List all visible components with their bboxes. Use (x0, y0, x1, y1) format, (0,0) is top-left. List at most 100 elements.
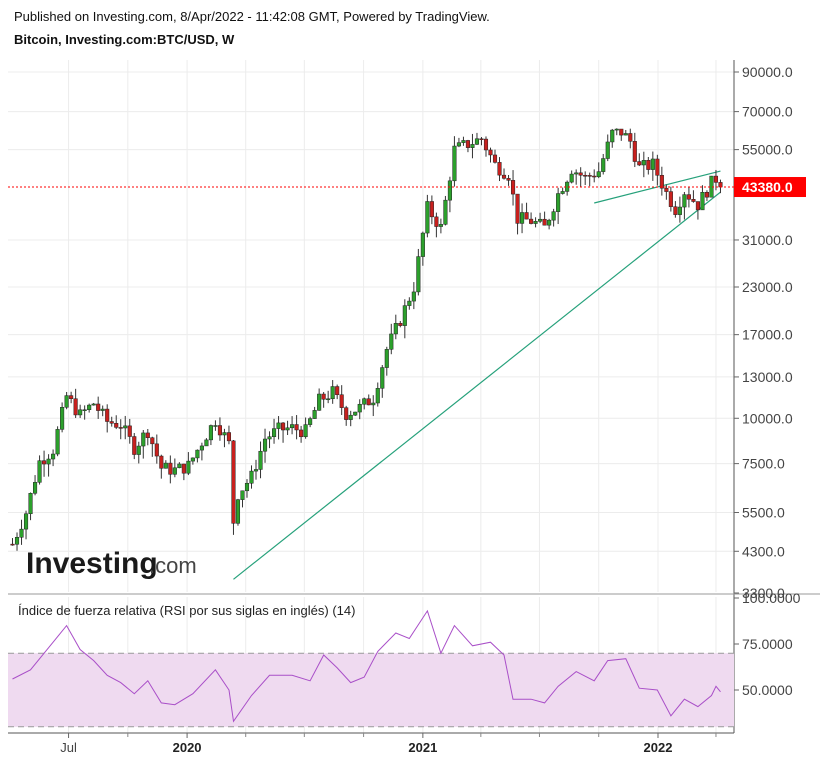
candle-up (19, 528, 24, 538)
candle-up (290, 424, 295, 429)
candle-up (271, 428, 277, 437)
candle-down (501, 174, 507, 179)
candle-up (438, 224, 443, 227)
grid (8, 60, 734, 733)
candle-down (114, 422, 119, 428)
candle-up (23, 513, 29, 530)
candle-up (614, 128, 619, 131)
price-axis: 90000.0 70000.0 55000.0 31000.0 23000.0 17000… (734, 64, 793, 601)
candle-up (37, 460, 42, 483)
candle-down (619, 128, 624, 136)
last-price-tag (734, 177, 806, 198)
candle-up (326, 398, 331, 401)
candle-up (425, 201, 430, 234)
candle-up (100, 408, 105, 411)
candle-down (483, 138, 489, 151)
candle-up (253, 469, 259, 472)
date-tick-label: 2022 (644, 740, 673, 755)
last-price-line: 43380.0 (8, 177, 806, 198)
candle-up (123, 425, 128, 429)
candle-down (335, 386, 340, 395)
candle-up (199, 445, 204, 451)
candle-down (118, 427, 123, 429)
candle-down (299, 429, 304, 438)
candle-up (569, 173, 574, 183)
candle-up (141, 432, 146, 447)
candle-up (258, 450, 263, 470)
candle-up (82, 409, 87, 411)
candle-down (686, 194, 691, 200)
candle-up (650, 158, 655, 170)
candle-up (353, 411, 358, 416)
candle-up (55, 429, 60, 455)
candle-up (51, 453, 56, 460)
price-tick-label: 3300.0 (742, 585, 785, 601)
candle-down (524, 212, 529, 220)
candle-down (217, 425, 222, 436)
candle-down (704, 192, 709, 198)
price-tick-label: 7500.0 (742, 456, 785, 472)
candle-down (132, 436, 137, 455)
candle-up (380, 367, 385, 389)
candle-down (515, 193, 520, 224)
candle-up (190, 457, 195, 462)
candle-up (641, 160, 646, 166)
candle-up (682, 194, 687, 208)
candle-down (226, 432, 232, 442)
candle-up (317, 393, 322, 411)
candle-up (547, 219, 552, 226)
candle-up (276, 422, 281, 429)
candle-up (163, 462, 168, 469)
candle-up (267, 436, 272, 440)
candle-down (664, 187, 669, 192)
rsi-axis: 100.0000 75.0000 50.0000 (734, 590, 801, 698)
candle-up (677, 206, 682, 215)
candle-down (542, 218, 547, 226)
rsi-line (12, 609, 721, 723)
candle-up (411, 291, 416, 302)
candle-up (474, 138, 480, 145)
candle-up (46, 458, 51, 465)
candle-up (389, 333, 394, 350)
candle-down (659, 175, 664, 189)
candle-up (177, 463, 182, 469)
price-tick-label: 13000.0 (742, 369, 793, 385)
rsi-title: Índice de fuerza relativa (RSI por sus s… (18, 603, 355, 618)
candle-down (718, 182, 723, 188)
candle-up (533, 221, 538, 224)
candle-down (344, 407, 349, 420)
price-tick-label: 70000.0 (742, 104, 793, 120)
candle-up (605, 141, 610, 159)
price-tick-label: 55000.0 (742, 142, 793, 158)
candle-up (560, 191, 565, 194)
candle-up (87, 404, 92, 410)
candle-up (393, 323, 398, 335)
candle-down (587, 175, 592, 177)
candle-down (646, 160, 651, 170)
candle-down (105, 408, 110, 422)
price-tick-label: 90000.0 (742, 64, 793, 80)
candle-down (713, 175, 719, 183)
price-tick-label: 5500.0 (742, 504, 785, 520)
candle-up (78, 409, 83, 416)
candles (10, 128, 723, 551)
candle-up (601, 158, 606, 172)
candle-up (371, 402, 376, 406)
candle-up (375, 388, 380, 404)
candle-up (402, 305, 407, 326)
candle-up (312, 410, 317, 419)
candle-up (262, 438, 268, 452)
candle-up (213, 425, 218, 427)
candle-down (691, 199, 696, 202)
candle-up (596, 171, 601, 178)
candle-up (447, 180, 452, 201)
rsi-tick-label: 100.0000 (742, 590, 801, 606)
date-tick-label: Jul (60, 740, 77, 755)
last-price-label: 43380.0 (742, 179, 793, 195)
candle-down (294, 424, 299, 431)
candle-up (700, 192, 705, 211)
candle-up (285, 427, 290, 431)
candle-up (136, 445, 141, 455)
candle-up (308, 418, 313, 425)
